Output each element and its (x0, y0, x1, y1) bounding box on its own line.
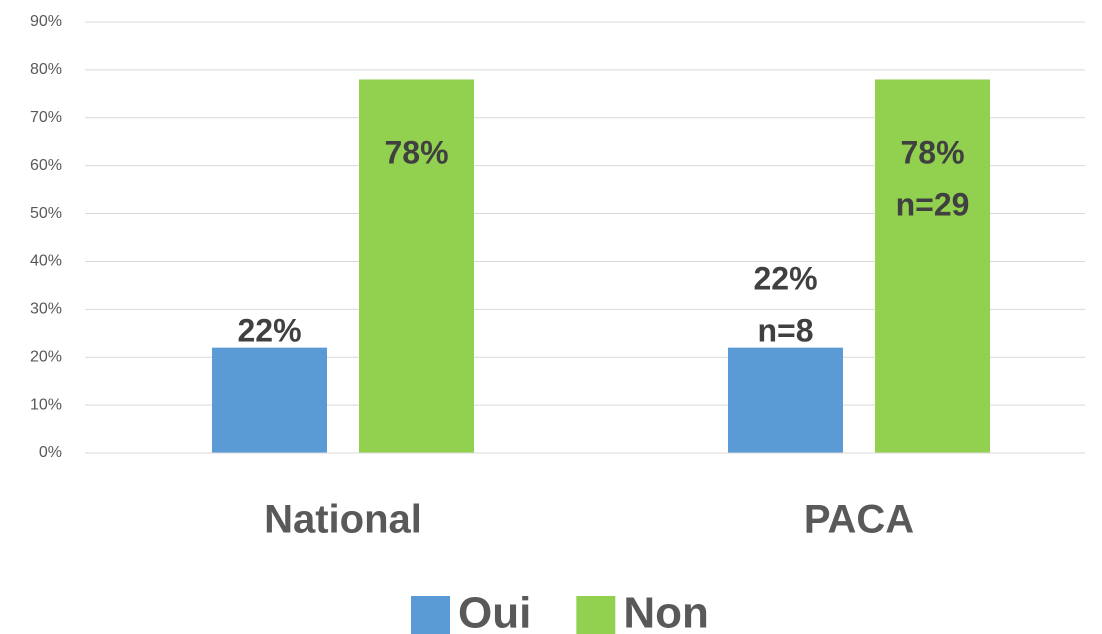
bar (359, 79, 474, 453)
value-label: 78% n=29 (896, 135, 970, 223)
value-label: 22% (237, 313, 301, 349)
y-tick-label: 90% (30, 13, 62, 30)
bar (212, 347, 327, 453)
y-tick-label: 0% (39, 444, 62, 461)
y-tick-label: 80% (30, 61, 62, 78)
y-tick-label: 50% (30, 205, 62, 222)
legend-label: Non (623, 589, 709, 634)
y-tick-label: 20% (30, 348, 62, 365)
x-tick-label: National (264, 498, 422, 542)
y-tick-label: 10% (30, 396, 62, 413)
bar (728, 347, 843, 453)
value-label: 22% n=8 (753, 261, 817, 349)
y-tick-label: 70% (30, 109, 62, 126)
y-tick-label: 30% (30, 301, 62, 318)
legend-swatch (576, 596, 616, 634)
x-tick-label: PACA (804, 498, 914, 542)
bar (875, 79, 990, 453)
value-label: 78% (384, 135, 448, 171)
legend-swatch (411, 596, 450, 634)
legend-label: Oui (458, 589, 531, 634)
y-tick-label: 40% (30, 253, 62, 270)
y-tick-label: 60% (30, 157, 62, 174)
